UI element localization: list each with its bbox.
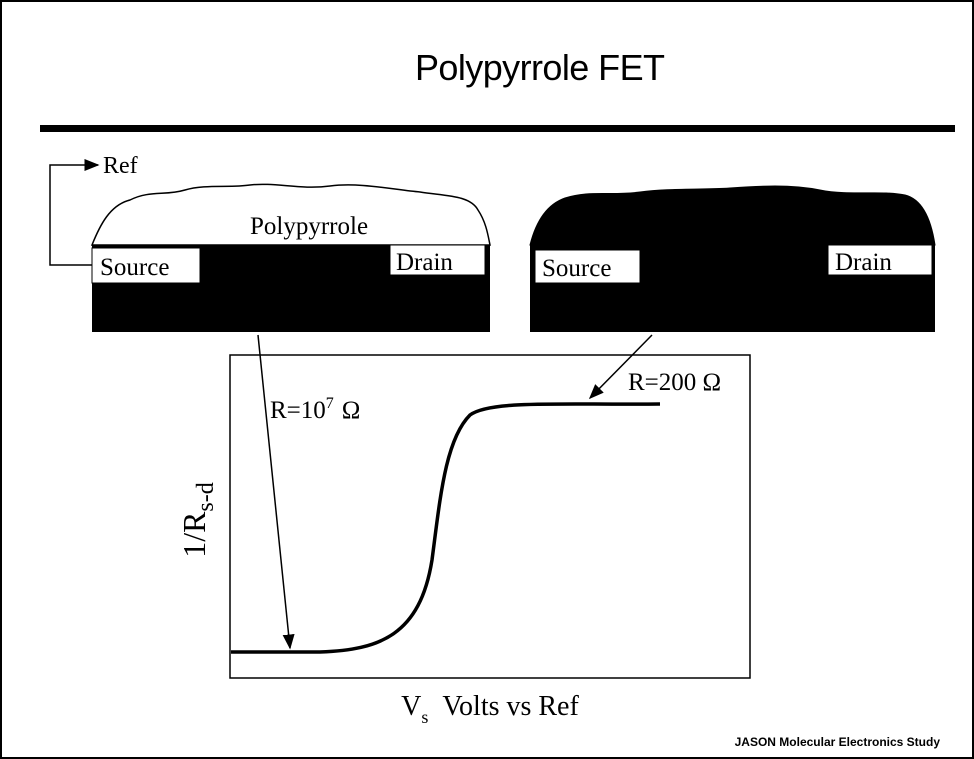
source-label: Source	[542, 255, 611, 282]
pointer-arrow	[588, 334, 653, 400]
title-rule	[40, 125, 955, 132]
annotation-sup: 7	[326, 395, 334, 412]
drain-label: Drain	[835, 249, 892, 276]
source-pad	[534, 249, 641, 284]
source-label: Source	[100, 254, 169, 281]
y-label: 1/Rs-d	[176, 482, 219, 558]
x-label: Vs Volts vs Ref	[401, 691, 579, 727]
pointer-arrow	[257, 334, 295, 650]
x-label-sub: s	[421, 707, 428, 727]
film-label: Polypyrrole	[250, 213, 368, 240]
annotation: R=200 Ω	[628, 369, 721, 396]
doped-film	[529, 185, 936, 246]
y-label-sub: s-d	[193, 482, 219, 511]
drain-pad	[827, 244, 933, 276]
curve	[231, 402, 661, 654]
x-label-text: V	[401, 691, 421, 722]
title: Polypyrrole FET	[415, 47, 665, 88]
film	[90, 183, 491, 246]
drain-label: Drain	[396, 249, 453, 276]
y-label-text: 1/R	[176, 511, 212, 558]
source-pad	[91, 247, 201, 284]
ref-label: Ref	[103, 153, 138, 179]
ref-arrow	[49, 159, 100, 266]
annotation-text: R=10	[270, 397, 326, 424]
drain-pad	[389, 244, 486, 276]
annotation-unit: Ω	[342, 397, 361, 424]
graph-frame	[229, 354, 751, 679]
footer: JASON Molecular Electronics Study	[735, 735, 941, 749]
annotation: R=107 Ω	[270, 395, 360, 424]
x-label-rest: Volts vs Ref	[442, 691, 579, 722]
